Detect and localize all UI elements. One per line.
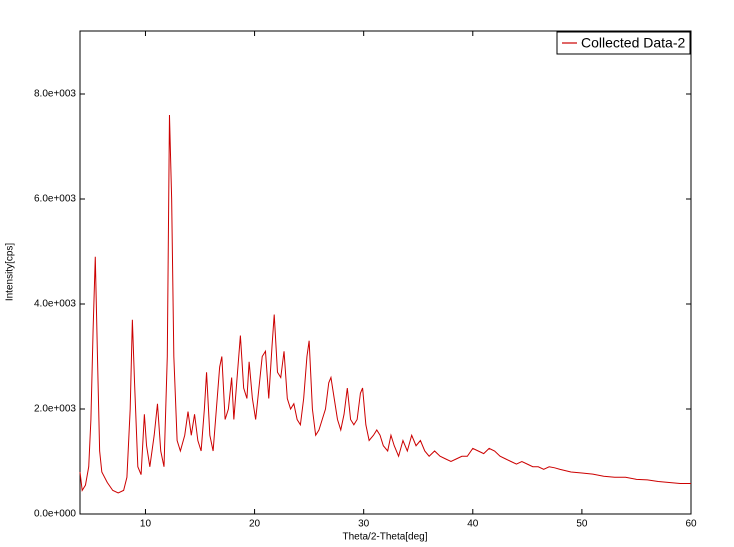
legend-box — [556, 31, 691, 55]
plot-frame — [79, 30, 692, 515]
x-tick-label: 20 — [249, 519, 261, 530]
legend-text: Collected Data-2 — [581, 35, 685, 51]
x-axis-label: Theta/2-Theta[deg] — [342, 532, 427, 543]
y-tick-label: 4.0e+003 — [34, 299, 76, 310]
y-axis-label: Intensity[cps] — [5, 243, 16, 302]
x-tick-label: 50 — [576, 519, 588, 530]
data-line — [79, 114, 691, 494]
x-tick-label: 40 — [467, 519, 479, 530]
y-tick-label: 2.0e+003 — [34, 404, 76, 415]
y-tick-label: 0.0e+000 — [34, 509, 76, 520]
x-tick-label: 60 — [685, 519, 697, 530]
x-tick-label: 30 — [358, 519, 370, 530]
y-tick-label: 8.0e+003 — [34, 89, 76, 100]
y-tick-label: 6.0e+003 — [34, 194, 76, 205]
x-tick-label: 10 — [140, 519, 152, 530]
